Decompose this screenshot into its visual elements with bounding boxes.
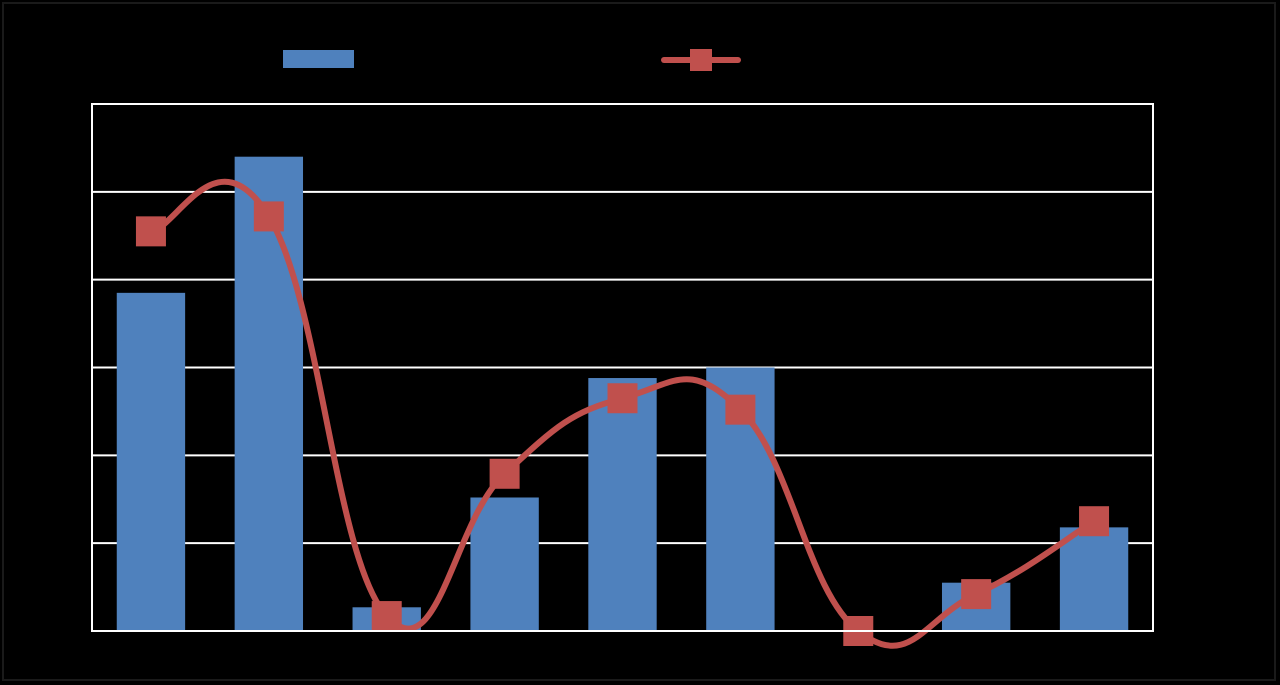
series-line <box>147 178 1098 649</box>
legend-swatch-marker <box>690 49 712 71</box>
bar-series <box>116 156 1129 631</box>
line-marker <box>371 601 402 632</box>
plot-area-border <box>91 103 1154 632</box>
bar <box>470 497 539 631</box>
line-marker <box>961 579 992 610</box>
line-marker <box>1079 506 1110 537</box>
legend-swatch-bar <box>283 50 354 68</box>
line-marker <box>135 216 166 247</box>
line-marker <box>489 458 520 489</box>
line-marker <box>725 394 756 425</box>
bar <box>1059 527 1129 631</box>
bar <box>588 378 657 631</box>
line-series <box>135 178 1110 649</box>
line-marker <box>607 383 638 414</box>
line-marker <box>253 201 284 232</box>
legend <box>283 49 741 71</box>
bar <box>234 156 304 631</box>
bar <box>116 292 186 631</box>
